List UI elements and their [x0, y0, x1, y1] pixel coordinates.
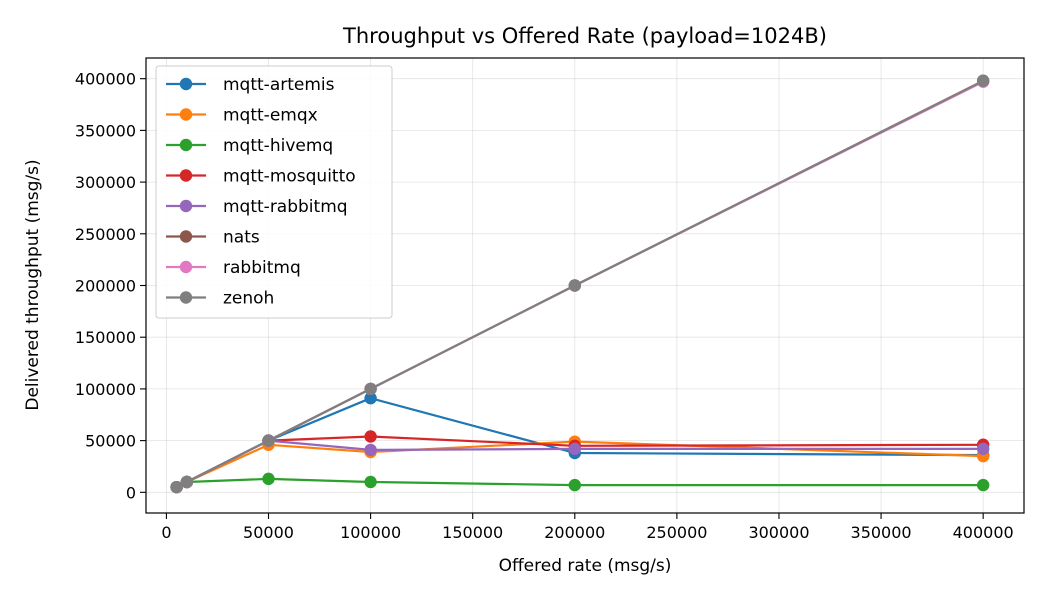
y-tick-label: 200000	[75, 277, 136, 296]
legend-swatch-marker	[179, 77, 193, 91]
data-point	[364, 443, 377, 457]
legend-item: zenoh	[166, 289, 274, 309]
y-axis: 0 50000 100000 150000 200000 250000 300000 3500…	[75, 70, 146, 502]
legend-swatch-marker	[179, 199, 193, 213]
legend-item: mqtt-hivemq	[166, 136, 333, 156]
series-zenoh	[170, 74, 990, 494]
legend-label: mqtt-rabbitmq	[223, 197, 348, 217]
x-axis: 0 50000 100000 150000 200000 250000 300000 3500…	[161, 513, 1014, 542]
y-tick-label: 0	[126, 483, 136, 502]
data-point	[976, 478, 990, 492]
x-axis-label: Offered rate (msg/s)	[499, 556, 672, 576]
x-tick-label: 50000	[243, 523, 294, 542]
legend-item: rabbitmq	[166, 258, 301, 278]
y-axis-label: Delivered throughput (msg/s)	[23, 159, 43, 410]
data-point	[262, 472, 275, 486]
legend-label: rabbitmq	[223, 258, 301, 278]
data-point	[364, 382, 377, 396]
legend-item: mqtt-emqx	[166, 106, 318, 126]
legend-label: mqtt-mosquitto	[223, 167, 356, 187]
data-point	[976, 442, 990, 456]
data-point	[262, 434, 275, 447]
x-tick-label: 200000	[544, 523, 605, 542]
x-tick-label: 150000	[442, 523, 503, 542]
legend-swatch-marker	[179, 291, 193, 304]
data-point	[568, 478, 581, 492]
legend-swatch-marker	[179, 260, 193, 274]
data-point	[170, 480, 183, 494]
x-tick-label: 100000	[340, 523, 401, 542]
legend-label: mqtt-artemis	[223, 75, 335, 95]
x-tick-label: 300000	[748, 523, 809, 542]
data-point	[364, 430, 377, 443]
legend-box	[155, 65, 393, 319]
series-mqtt-hivemq	[170, 472, 990, 494]
legend-label: mqtt-emqx	[223, 106, 318, 126]
data-point	[364, 475, 377, 489]
y-tick-label: 400000	[75, 70, 136, 89]
chart-title: Throughput vs Offered Rate (payload=1024…	[342, 24, 827, 48]
data-point	[568, 279, 581, 292]
legend-swatch-marker	[179, 230, 193, 243]
legend-label: mqtt-hivemq	[223, 136, 333, 156]
legend-swatch-marker	[179, 138, 193, 152]
x-tick-label: 0	[161, 523, 171, 542]
series-group	[170, 74, 990, 494]
y-tick-label: 100000	[75, 380, 136, 399]
data-point	[180, 475, 194, 489]
data-point	[364, 392, 377, 405]
y-tick-label: 250000	[75, 225, 136, 244]
legend-item: mqtt-mosquitto	[166, 167, 356, 187]
legend: mqtt-artemis mqtt-emqx mqtt-hivemq mqtt-mos…	[155, 65, 393, 319]
data-point	[568, 442, 581, 456]
y-tick-label: 300000	[75, 173, 136, 192]
legend-item: mqtt-rabbitmq	[166, 197, 348, 217]
legend-label: nats	[223, 228, 260, 248]
x-tick-label: 350000	[851, 523, 912, 542]
x-tick-label: 400000	[953, 523, 1014, 542]
legend-swatch-marker	[179, 108, 193, 121]
legend-label: zenoh	[223, 289, 274, 309]
x-tick-label: 250000	[646, 523, 707, 542]
legend-item: mqtt-artemis	[166, 75, 335, 95]
legend-item: nats	[166, 228, 260, 248]
y-tick-label: 350000	[75, 121, 136, 140]
y-tick-label: 150000	[75, 328, 136, 347]
data-point	[976, 74, 990, 87]
legend-swatch-marker	[179, 169, 193, 182]
y-tick-label: 50000	[85, 432, 136, 451]
